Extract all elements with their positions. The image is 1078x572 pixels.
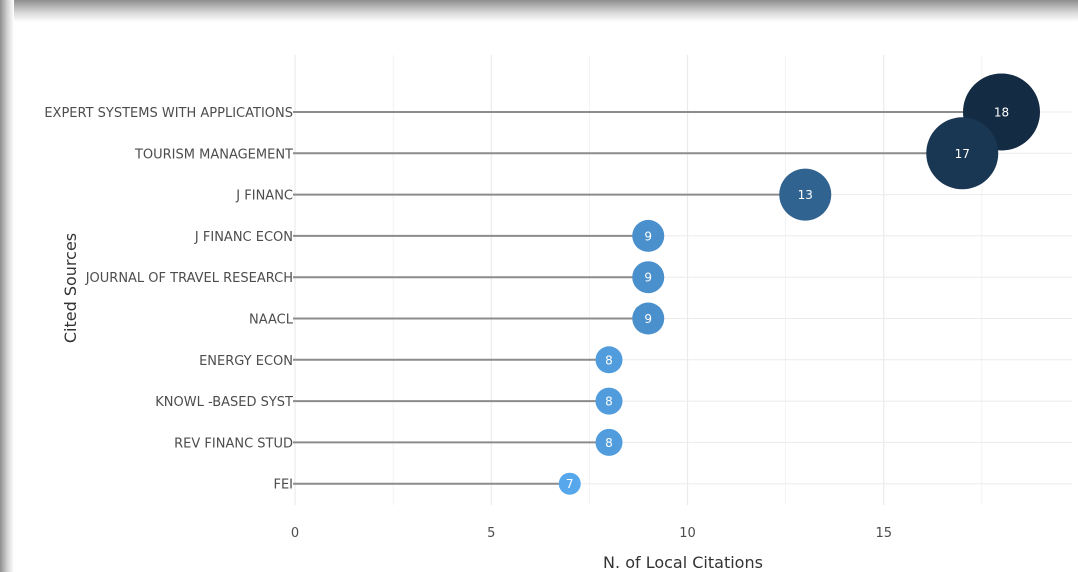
y-tick-label: FEI bbox=[273, 478, 293, 493]
y-tick-label: J FINANC bbox=[235, 189, 293, 204]
data-point-label: 13 bbox=[798, 188, 813, 202]
data-point-label: 9 bbox=[644, 312, 652, 326]
y-tick-label: ENERGY ECON bbox=[199, 354, 293, 369]
data-point bbox=[595, 387, 623, 415]
y-tick-label: REV FINANC STUD bbox=[174, 436, 293, 451]
data-point bbox=[595, 428, 623, 456]
data-point-label: 8 bbox=[605, 395, 613, 409]
data-points: 18 17 13 9 9 9 8 8 8 7 bbox=[558, 73, 1040, 495]
data-point bbox=[632, 219, 665, 252]
stems bbox=[293, 111, 1002, 485]
data-point-label: 9 bbox=[644, 271, 652, 285]
data-point-label: 7 bbox=[566, 477, 574, 491]
y-tick-label: EXPERT SYSTEMS WITH APPLICATIONS bbox=[44, 106, 293, 121]
x-tick-label: 0 bbox=[291, 526, 299, 541]
y-tick-labels: EXPERT SYSTEMS WITH APPLICATIONS TOURISM … bbox=[44, 106, 293, 493]
data-point bbox=[926, 117, 999, 190]
y-tick-label: J FINANC ECON bbox=[194, 230, 293, 245]
frame-shadow-left bbox=[0, 0, 14, 572]
x-tick-labels: 0 5 10 15 bbox=[291, 526, 892, 541]
x-tick-label: 15 bbox=[875, 526, 892, 541]
data-point-label: 8 bbox=[605, 436, 613, 450]
y-tick-label: JOURNAL OF TRAVEL RESEARCH bbox=[85, 271, 293, 286]
data-point bbox=[632, 302, 665, 335]
data-point-label: 9 bbox=[644, 229, 652, 243]
data-point bbox=[779, 168, 832, 221]
data-point bbox=[632, 261, 665, 294]
data-point-label: 8 bbox=[605, 353, 613, 367]
data-point-label: 17 bbox=[955, 147, 970, 161]
data-point bbox=[558, 472, 581, 495]
y-tick-label: KNOWL -BASED SYST bbox=[155, 395, 293, 410]
y-tick-label: NAACL bbox=[249, 313, 294, 328]
x-tick-label: 10 bbox=[679, 526, 696, 541]
data-point bbox=[595, 346, 623, 374]
y-axis-title: Cited Sources bbox=[61, 233, 80, 343]
x-tick-label: 5 bbox=[487, 526, 495, 541]
data-point-label: 18 bbox=[994, 106, 1009, 120]
x-axis-title: N. of Local Citations bbox=[603, 553, 763, 572]
frame-shadow-top bbox=[0, 0, 1078, 22]
y-tick-label: TOURISM MANAGEMENT bbox=[134, 147, 293, 162]
